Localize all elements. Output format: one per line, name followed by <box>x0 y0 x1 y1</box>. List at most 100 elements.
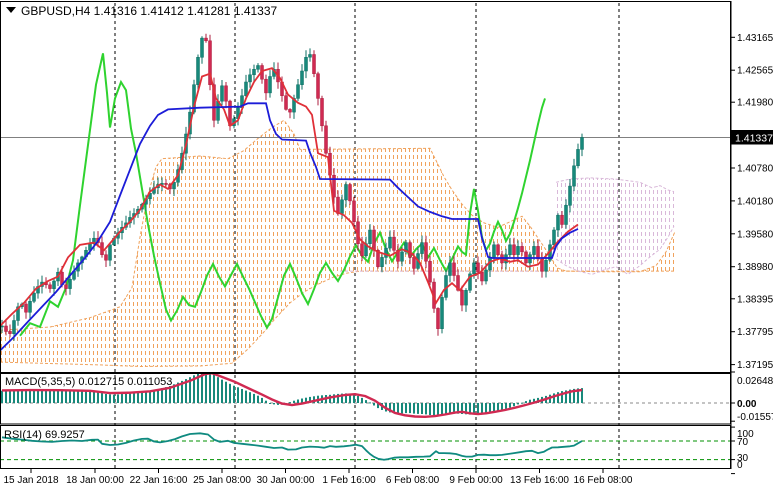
candle-bull <box>308 54 312 58</box>
macd-histogram-bar <box>409 403 411 414</box>
rsi-indicator-label: RSI(14) 69.9257 <box>4 429 85 441</box>
macd-histogram-bar <box>149 390 151 403</box>
candle-bear <box>212 84 216 121</box>
macd-histogram-bar <box>133 392 135 403</box>
candle-bear <box>428 261 432 283</box>
candle-bear <box>496 244 500 255</box>
macd-histogram-bar <box>557 392 559 403</box>
macd-panel[interactable] <box>0 373 731 418</box>
macd-histogram-bar <box>581 388 583 403</box>
macd-histogram-bar <box>125 393 127 403</box>
candle-bull <box>256 65 260 70</box>
macd-histogram-bar <box>337 393 339 403</box>
macd-histogram-bar <box>221 379 223 403</box>
macd-histogram-bar <box>53 390 55 403</box>
candle-bull <box>32 292 36 302</box>
macd-histogram-bar <box>189 377 191 403</box>
candle-bull <box>304 57 308 72</box>
macd-histogram-bar <box>117 394 119 403</box>
price-axis-label: 1.37795 <box>737 327 773 338</box>
macd-histogram-bar <box>309 396 311 403</box>
candle-bear <box>332 174 336 198</box>
macd-histogram-bar <box>201 374 203 403</box>
candle-bull <box>532 246 536 255</box>
macd-histogram-bar <box>169 386 171 403</box>
macd-histogram-bar <box>217 377 219 403</box>
macd-histogram-bar <box>21 389 23 403</box>
macd-histogram-bar <box>401 403 403 414</box>
macd-histogram-bar <box>77 389 79 403</box>
candle-bear <box>460 290 464 306</box>
candle-bear <box>408 242 412 258</box>
candle-bear <box>480 271 484 282</box>
price-axis-label: 1.43165 <box>737 33 773 44</box>
macd-histogram-bar <box>305 397 307 403</box>
candle-bear <box>360 243 364 257</box>
macd-histogram-bar <box>365 400 367 403</box>
macd-histogram-bar <box>361 397 363 403</box>
candle-bear <box>320 98 324 127</box>
candle-bear <box>164 183 168 185</box>
candle-bull <box>384 247 388 258</box>
candle-bear <box>316 73 320 99</box>
future-cloud-bottom-border <box>555 225 675 276</box>
macd-histogram-bar <box>37 390 39 403</box>
macd-histogram-bar <box>501 403 503 410</box>
time-axis-label: 6 Feb 08:00 <box>386 475 440 486</box>
macd-histogram-bar <box>73 390 75 403</box>
macd-histogram-bar <box>193 375 195 403</box>
macd-histogram-bar <box>357 396 359 403</box>
macd-histogram-bar <box>261 397 263 403</box>
macd-histogram-bar <box>473 403 475 415</box>
candle-bull <box>196 57 200 85</box>
candle-bear <box>348 184 352 202</box>
kijun-sen-line <box>1 102 579 351</box>
price-axis-label: 1.40780 <box>737 164 773 175</box>
macd-histogram-bar <box>29 390 31 403</box>
macd-histogram-bar <box>449 403 451 414</box>
main-price-panel[interactable] <box>0 33 731 368</box>
candle-bull <box>248 74 252 83</box>
macd-histogram-bar <box>453 403 455 414</box>
macd-histogram-bar <box>437 403 439 416</box>
macd-histogram-bar <box>313 396 315 403</box>
candle-bear <box>412 257 416 269</box>
candle-bull <box>464 290 468 306</box>
macd-histogram-bar <box>429 403 431 415</box>
candle-bull <box>368 229 372 244</box>
macd-histogram-bar <box>533 398 535 403</box>
candle-bear <box>24 303 28 313</box>
macd-histogram-bar <box>457 403 459 414</box>
rsi-panel[interactable] <box>0 432 731 461</box>
macd-histogram-bar <box>421 403 423 414</box>
time-axis-label: 9 Feb 00:00 <box>449 475 503 486</box>
axes-layer: 1.43165 1.42565 1.41980 1.40780 1.40180 1.395… <box>3 33 773 486</box>
candle-bear <box>208 40 212 85</box>
candle-bear <box>204 37 208 42</box>
candle-bull <box>344 184 348 201</box>
macd-histogram-bar <box>5 390 7 403</box>
macd-histogram-bar <box>481 403 483 414</box>
macd-histogram-bar <box>205 374 207 403</box>
candle-bull <box>568 185 572 206</box>
macd-histogram-bar <box>273 403 275 405</box>
macd-histogram-bar <box>289 402 291 404</box>
time-axis-label: 15 Jan 2018 <box>3 475 58 486</box>
symbol-dropdown-icon[interactable] <box>6 7 16 13</box>
candle-bull <box>552 229 556 246</box>
candle-bull <box>468 273 472 291</box>
macd-histogram-bar <box>181 380 183 403</box>
price-axis-label: 1.37195 <box>737 360 773 371</box>
price-axis-label: 1.40180 <box>737 196 773 207</box>
candle-bull <box>200 37 204 58</box>
macd-histogram-bar <box>293 400 295 403</box>
candle-bear <box>392 236 396 251</box>
candle-bear <box>376 250 380 267</box>
macd-histogram-bar <box>561 391 563 403</box>
macd-histogram-bar <box>93 391 95 403</box>
macd-histogram-bar <box>345 393 347 403</box>
macd-histogram-bar <box>113 394 115 403</box>
tenkan-sen-line <box>1 67 579 327</box>
candle-bull <box>340 199 344 214</box>
